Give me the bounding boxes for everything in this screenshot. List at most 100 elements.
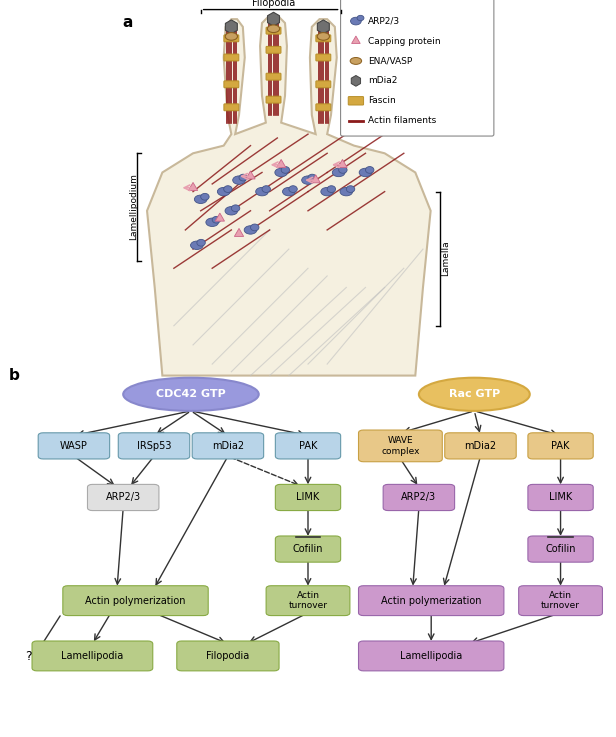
Text: WASP: WASP [60, 441, 88, 451]
Ellipse shape [302, 176, 314, 184]
PathPatch shape [147, 15, 431, 376]
FancyBboxPatch shape [348, 97, 363, 105]
FancyBboxPatch shape [177, 641, 279, 671]
Text: Rac GTP: Rac GTP [448, 389, 500, 399]
Text: mDia2: mDia2 [368, 77, 397, 85]
FancyBboxPatch shape [519, 586, 602, 615]
Text: ARP2/3: ARP2/3 [368, 16, 400, 26]
FancyBboxPatch shape [359, 641, 504, 671]
Text: Fascin: Fascin [368, 97, 396, 105]
Text: Lamellipodia: Lamellipodia [400, 651, 463, 661]
FancyBboxPatch shape [316, 35, 331, 42]
FancyBboxPatch shape [87, 484, 159, 511]
Text: Actin
turnover: Actin turnover [541, 591, 580, 610]
FancyBboxPatch shape [118, 433, 190, 459]
Ellipse shape [197, 240, 205, 246]
Ellipse shape [244, 226, 257, 234]
FancyBboxPatch shape [359, 586, 504, 615]
FancyBboxPatch shape [63, 586, 208, 615]
FancyBboxPatch shape [32, 641, 153, 671]
Ellipse shape [212, 217, 221, 223]
Text: b: b [9, 368, 20, 383]
Ellipse shape [317, 32, 330, 41]
Ellipse shape [321, 187, 333, 196]
Ellipse shape [262, 186, 270, 192]
Ellipse shape [123, 377, 259, 411]
FancyBboxPatch shape [275, 536, 341, 562]
Text: LIMK: LIMK [296, 492, 320, 503]
Ellipse shape [224, 186, 232, 192]
FancyBboxPatch shape [445, 433, 516, 459]
Ellipse shape [195, 195, 207, 203]
Ellipse shape [251, 224, 259, 231]
Text: ENA/VASP: ENA/VASP [368, 57, 413, 66]
Ellipse shape [346, 186, 355, 192]
Text: PAK: PAK [299, 441, 317, 451]
FancyBboxPatch shape [266, 46, 281, 53]
FancyBboxPatch shape [528, 484, 593, 511]
Ellipse shape [267, 25, 280, 32]
Ellipse shape [225, 206, 238, 215]
Text: Cofilin: Cofilin [545, 544, 576, 554]
Text: ARP2/3: ARP2/3 [401, 492, 437, 503]
Text: Filopodia: Filopodia [252, 0, 295, 8]
Ellipse shape [327, 186, 336, 192]
Text: Capping protein: Capping protein [368, 37, 441, 46]
Text: Cofilin: Cofilin [293, 544, 323, 554]
FancyBboxPatch shape [528, 433, 593, 459]
Text: Actin filaments: Actin filaments [368, 116, 436, 125]
FancyBboxPatch shape [224, 35, 239, 42]
Ellipse shape [239, 174, 248, 181]
Text: Actin polymerization: Actin polymerization [85, 595, 186, 606]
Text: Lamellipodium: Lamellipodium [129, 173, 138, 240]
Ellipse shape [339, 167, 347, 173]
Ellipse shape [365, 167, 374, 173]
FancyBboxPatch shape [266, 27, 281, 34]
Text: Actin polymerization: Actin polymerization [381, 595, 482, 606]
Text: mDia2: mDia2 [464, 441, 496, 451]
FancyBboxPatch shape [266, 586, 350, 615]
Ellipse shape [308, 174, 317, 181]
Text: Actin
turnover: Actin turnover [288, 591, 328, 610]
Text: a: a [122, 15, 132, 29]
FancyBboxPatch shape [275, 433, 341, 459]
Ellipse shape [357, 15, 364, 21]
Ellipse shape [275, 168, 288, 177]
FancyBboxPatch shape [266, 97, 281, 103]
Ellipse shape [419, 377, 530, 411]
Ellipse shape [190, 241, 203, 250]
Text: PAK: PAK [551, 441, 570, 451]
Ellipse shape [350, 57, 362, 64]
Text: LIMK: LIMK [549, 492, 572, 503]
Ellipse shape [232, 205, 240, 212]
Ellipse shape [359, 168, 372, 177]
FancyBboxPatch shape [266, 73, 281, 80]
Text: CDC42 GTP: CDC42 GTP [156, 389, 226, 399]
Text: ARP2/3: ARP2/3 [105, 492, 141, 503]
Text: mDia2: mDia2 [212, 441, 244, 451]
Ellipse shape [340, 187, 352, 196]
Text: Filopodia: Filopodia [206, 651, 249, 661]
FancyBboxPatch shape [224, 54, 239, 61]
Ellipse shape [217, 187, 230, 196]
Ellipse shape [256, 187, 269, 196]
Ellipse shape [201, 193, 209, 200]
Text: Lamellipodia: Lamellipodia [61, 651, 124, 661]
FancyBboxPatch shape [38, 433, 110, 459]
Ellipse shape [333, 168, 345, 177]
Ellipse shape [225, 32, 238, 41]
Ellipse shape [289, 186, 298, 192]
Ellipse shape [206, 218, 219, 226]
FancyBboxPatch shape [275, 484, 341, 511]
Ellipse shape [351, 17, 361, 25]
Ellipse shape [281, 167, 290, 173]
Text: ?: ? [25, 649, 31, 663]
FancyBboxPatch shape [224, 81, 239, 88]
FancyBboxPatch shape [341, 0, 494, 136]
FancyBboxPatch shape [224, 104, 239, 111]
Ellipse shape [233, 176, 245, 184]
Text: Lamella: Lamella [442, 241, 450, 276]
FancyBboxPatch shape [316, 81, 331, 88]
FancyBboxPatch shape [383, 484, 455, 511]
FancyBboxPatch shape [192, 433, 264, 459]
